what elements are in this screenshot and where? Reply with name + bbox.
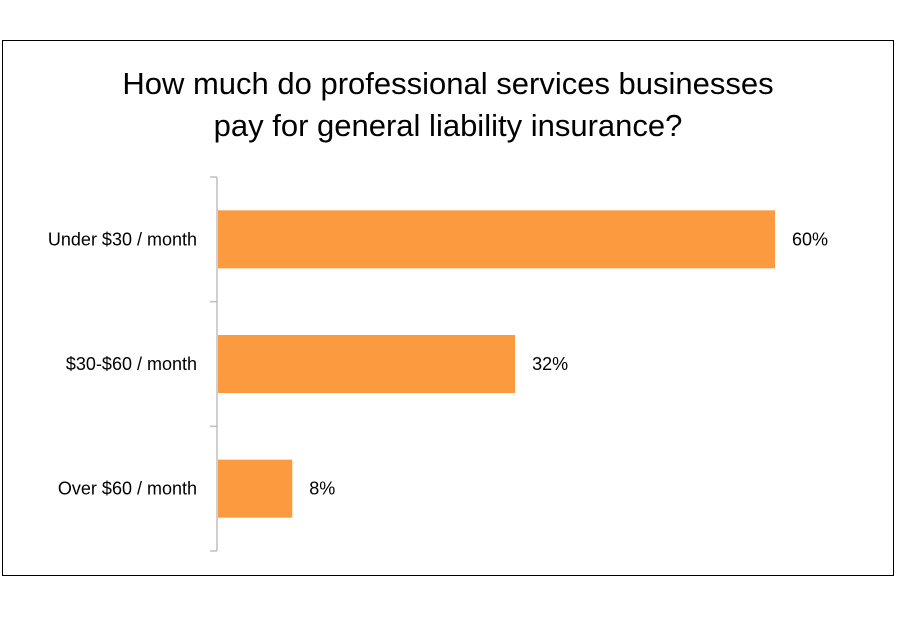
data-label: 8%: [309, 479, 335, 499]
bar-chart: Under $30 / month 60% $30-$60 / month 32% Ov…: [48, 176, 828, 552]
bar: [218, 210, 775, 269]
chart-title-line-1: How much do professional services busine…: [122, 66, 774, 101]
chart-title-line-2: pay for general liability insurance?: [213, 108, 683, 143]
category-label: Under $30 / month: [48, 229, 197, 249]
bar: [218, 459, 293, 518]
data-label: 32%: [532, 354, 568, 374]
data-label: 60%: [792, 229, 828, 249]
chart-title: How much do professional services busine…: [3, 63, 893, 147]
bar: [218, 335, 516, 393]
chart-frame: How much do professional services busine…: [2, 40, 894, 576]
category-label: Over $60 / month: [58, 479, 197, 499]
category-label: $30-$60 / month: [66, 354, 197, 374]
